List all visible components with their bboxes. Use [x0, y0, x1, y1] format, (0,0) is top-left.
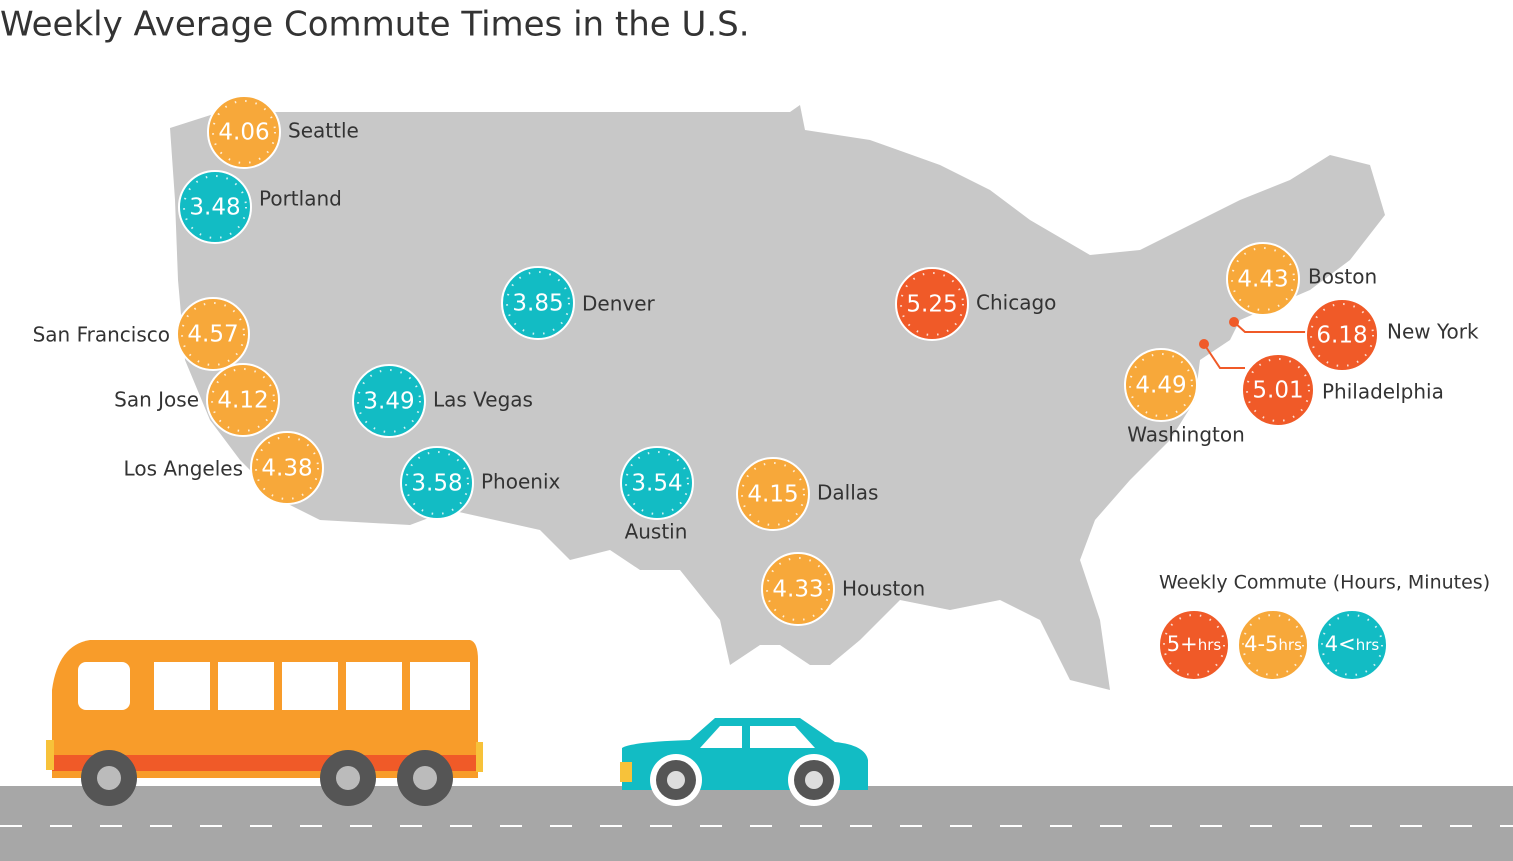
- swatch-ring: [1321, 614, 1383, 676]
- city-name: Austin: [625, 520, 688, 544]
- legend-title: Weekly Commute (Hours, Minutes): [1159, 572, 1490, 594]
- legend-unit: hrs: [1278, 636, 1302, 654]
- marker-ring: [405, 451, 469, 515]
- city-name: Portland: [259, 187, 342, 211]
- city-value: 4.49: [1135, 373, 1186, 399]
- legend-range: 5+: [1167, 632, 1198, 656]
- legend-range: 4<: [1325, 632, 1356, 656]
- swatch-ring: [1242, 614, 1304, 676]
- legend-swatch: [1237, 609, 1309, 681]
- legend-unit: hrs: [1356, 636, 1380, 654]
- city-name: Phoenix: [481, 470, 561, 494]
- city-value: 3.85: [512, 291, 563, 317]
- city-name: Washington: [1127, 423, 1245, 447]
- marker-ring: [741, 462, 805, 526]
- city-marker: [250, 431, 324, 505]
- city-name: Denver: [582, 292, 656, 316]
- city-value: 4.12: [217, 388, 268, 414]
- city-name: Chicago: [976, 291, 1056, 315]
- marker-ring: [357, 369, 421, 433]
- legend-range: 4-5: [1244, 632, 1278, 656]
- city-marker: [895, 267, 969, 341]
- title: Weekly Average Commute Times in the U.S.: [0, 5, 750, 45]
- city-value: 4.43: [1237, 267, 1288, 293]
- city-marker: [761, 552, 835, 626]
- connectors: [1199, 317, 1308, 369]
- city-value: 4.57: [187, 322, 238, 348]
- city-value: 3.49: [363, 389, 414, 415]
- marker-ring: [1129, 353, 1193, 417]
- road: [0, 786, 1513, 861]
- city-value: 4.33: [772, 577, 823, 603]
- city-name: Dallas: [817, 481, 878, 505]
- city-value: 4.06: [218, 120, 269, 146]
- marker-ring: [766, 557, 830, 621]
- city-marker: [736, 457, 810, 531]
- city-marker: [400, 446, 474, 520]
- city-value: 3.58: [411, 471, 462, 497]
- city-marker: [178, 170, 252, 244]
- city-marker: [352, 364, 426, 438]
- city-value: 3.54: [631, 471, 682, 497]
- us-map: [170, 105, 1385, 690]
- city-marker: [1124, 348, 1198, 422]
- city-name: Los Angeles: [124, 457, 243, 481]
- city-marker: [206, 363, 280, 437]
- city-value: 3.48: [189, 195, 240, 221]
- city-name: Philadelphia: [1322, 380, 1444, 404]
- city-name: New York: [1387, 320, 1479, 344]
- legend-swatch: [1316, 609, 1388, 681]
- city-marker: [176, 297, 250, 371]
- city-marker: [1241, 353, 1315, 427]
- city-name: San Jose: [114, 388, 199, 412]
- city-marker: [207, 95, 281, 169]
- marker-ring: [255, 436, 319, 500]
- marker-ring: [1246, 358, 1310, 422]
- legend-swatch: [1158, 609, 1230, 681]
- city-marker: [1226, 242, 1300, 316]
- legend-unit: hrs: [1198, 636, 1222, 654]
- legend-label: 5+hrs: [1167, 632, 1222, 656]
- city-value: 6.18: [1316, 323, 1367, 349]
- city-name: Seattle: [288, 119, 359, 143]
- marker-ring: [506, 271, 570, 335]
- city-name: Houston: [842, 577, 925, 601]
- city-value: 5.01: [1252, 378, 1303, 404]
- city-value: 4.38: [261, 456, 312, 482]
- swatch-ring: [1163, 614, 1225, 676]
- city-value: 4.15: [747, 482, 798, 508]
- city-name: Las Vegas: [433, 388, 533, 412]
- marker-ring: [900, 272, 964, 336]
- marker-ring: [181, 302, 245, 366]
- bus: [46, 640, 483, 806]
- city-name: Boston: [1308, 265, 1377, 289]
- city-value: 5.25: [906, 292, 957, 318]
- car: [620, 718, 868, 806]
- marker-ring: [211, 368, 275, 432]
- city-name: San Francisco: [33, 323, 170, 347]
- city-marker: [620, 446, 694, 520]
- marker-ring: [183, 175, 247, 239]
- city-marker: [501, 266, 575, 340]
- legend-label: 4-5hrs: [1244, 632, 1302, 656]
- legend-label: 4<hrs: [1325, 632, 1380, 656]
- marker-ring: [212, 100, 276, 164]
- city-marker: [1305, 298, 1379, 372]
- marker-ring: [625, 451, 689, 515]
- marker-ring: [1310, 303, 1374, 367]
- marker-ring: [1231, 247, 1295, 311]
